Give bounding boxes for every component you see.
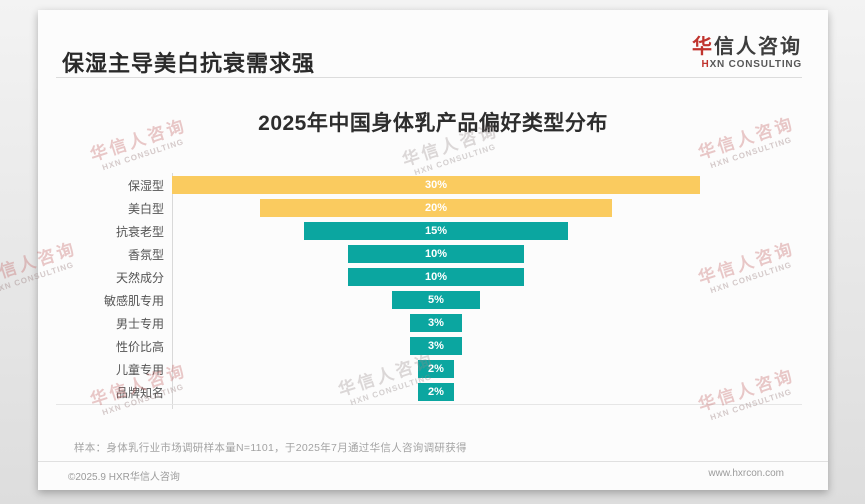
funnel-bar: 10% — [348, 245, 524, 263]
chart-title: 2025年中国身体乳产品偏好类型分布 — [258, 112, 608, 135]
category-label: 美白型 — [127, 201, 164, 216]
funnel-bar: 20% — [259, 199, 612, 217]
logo-en-line: HXN CONSULTING — [692, 59, 802, 70]
logo-cn-text: 信人咨询 — [714, 36, 802, 58]
category-label: 保湿型 — [127, 178, 164, 193]
funnel-bar: 15% — [304, 222, 568, 240]
bar-track: 10% — [172, 268, 700, 286]
copyright-text: ©2025.9 HXR华信人咨询 — [68, 472, 180, 483]
bar-track: 3% — [172, 337, 700, 355]
chart-rows: 保湿型 30% 美白型 20% 抗衰老型 15% 香氛型 10% 天然成分 10% 敏感肌专用 5% 男… — [38, 176, 828, 406]
logo-en-accent: H — [701, 59, 710, 70]
funnel-bar: 3% — [409, 337, 463, 355]
category-label: 抗衰老型 — [115, 224, 164, 239]
bar-value-label: 10% — [424, 248, 448, 260]
company-logo: 华信人咨询 HXN CONSULTING — [692, 36, 802, 70]
funnel-bar: 2% — [418, 383, 454, 401]
bar-value-label: 20% — [424, 202, 447, 214]
bar-value-label: 2% — [428, 363, 444, 375]
category-label: 性价比高 — [115, 339, 164, 354]
header-divider — [56, 77, 802, 78]
bar-value-label: 3% — [428, 340, 444, 352]
bar-track: 2% — [172, 383, 700, 401]
bar-value-label: 2% — [428, 386, 444, 398]
bar-track: 2% — [172, 360, 700, 378]
logo-en-text: XN CONSULTING — [709, 59, 802, 70]
bar-track: 5% — [172, 291, 700, 309]
bar-value-label: 10% — [424, 271, 448, 283]
footer-divider — [38, 461, 828, 462]
category-label: 儿童专用 — [115, 362, 164, 377]
funnel-bar: 10% — [348, 268, 524, 286]
category-label: 天然成分 — [115, 270, 164, 285]
funnel-bar: 2% — [418, 360, 454, 378]
logo-cn-line: 华信人咨询 — [692, 36, 802, 58]
bar-track: 20% — [172, 199, 700, 217]
funnel-bar: 30% — [172, 176, 700, 194]
category-label: 敏感肌专用 — [103, 293, 164, 308]
chart-row: 天然成分 10% — [38, 268, 828, 286]
bar-track: 3% — [172, 314, 700, 332]
bar-track: 15% — [172, 222, 700, 240]
chart-row: 男士专用 3% — [38, 314, 828, 332]
bar-track: 30% — [172, 176, 700, 194]
chart-row: 品牌知名 2% — [38, 383, 828, 401]
y-axis-line — [172, 173, 173, 409]
x-axis-line — [56, 404, 802, 405]
funnel-bar: 3% — [409, 314, 463, 332]
chart-row: 儿童专用 2% — [38, 360, 828, 378]
footer-row: ©2025.9 HXR华信人咨询 www.hxrcon.com — [68, 468, 784, 483]
chart-row: 美白型 20% — [38, 199, 828, 217]
funnel-bar: 5% — [391, 291, 480, 309]
bar-value-label: 5% — [428, 294, 444, 306]
category-label: 男士专用 — [115, 316, 164, 331]
bar-track: 10% — [172, 245, 700, 263]
slide-card: 保湿主导美白抗衰需求强 华信人咨询 HXN CONSULTING 2025年中国… — [38, 10, 828, 490]
category-label: 香氛型 — [127, 247, 164, 262]
page-title: 保湿主导美白抗衰需求强 — [62, 51, 316, 76]
bar-value-label: 3% — [428, 317, 444, 329]
website-text: www.hxrcon.com — [708, 468, 784, 479]
chart-row: 抗衰老型 15% — [38, 222, 828, 240]
chart-row: 性价比高 3% — [38, 337, 828, 355]
chart-row: 敏感肌专用 5% — [38, 291, 828, 309]
bar-value-label: 15% — [424, 225, 448, 237]
category-label: 品牌知名 — [115, 385, 164, 400]
chart-row: 香氛型 10% — [38, 245, 828, 263]
logo-cn-accent: 华 — [692, 36, 714, 58]
chart-row: 保湿型 30% — [38, 176, 828, 194]
bar-value-label: 30% — [424, 179, 448, 191]
sample-note: 样本：身体乳行业市场调研样本量N=1101，于2025年7月通过华信人咨询调研获… — [74, 442, 467, 454]
